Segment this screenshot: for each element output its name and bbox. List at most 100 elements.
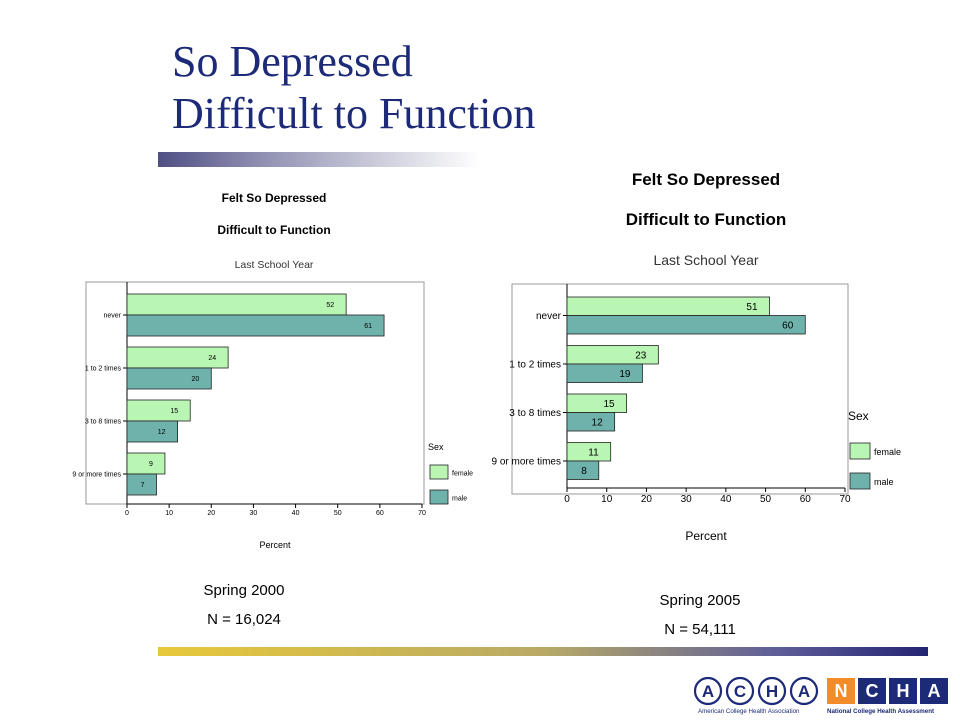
logo-right-tile [889,678,917,704]
chart-2005-x-tick-label: 0 [564,494,570,505]
chart-2005-x-tick-label: 60 [800,494,812,505]
caption-2005-term: Spring 2005 [659,592,741,609]
chart-2005-x-tick-label: 30 [681,494,693,505]
chart-2000-data-label: 15 [170,408,178,415]
chart-2005-bar-male [566,315,806,335]
chart-2000-data-label: 24 [208,355,216,362]
logo-left-caption: American College Health Association [698,708,800,715]
chart-2000-x-tick-label: 40 [292,510,300,517]
chart-2000-data-label: 52 [326,302,334,309]
logo-right-letter: H [897,681,910,701]
chart-2000-legend-swatch-female [429,464,449,480]
chart-2005-bar-female [566,393,627,413]
chart-2000-data-label: 12 [158,429,166,436]
chart-2000-x-axis-label: Percent [259,540,291,550]
footer-accent-bar [158,647,928,656]
chart-2000-bar-male [126,473,157,496]
chart-2000-x-tick-label: 50 [334,510,342,517]
chart-2000-category-label: 1 to 2 times [85,365,122,372]
title-line-2: Difficult to Function [172,89,536,138]
chart-2000-category-label: 9 or more times [72,471,121,478]
logo-right-letter: C [866,681,879,701]
chart-2005-x-tick-label: 50 [760,494,772,505]
chart-2000-subtitle2: Last School Year [235,259,314,271]
logo-left-letter: A [702,682,714,701]
chart-2000-x-tick-label: 60 [376,510,384,517]
caption-2000-term: Spring 2000 [203,582,285,599]
logo-left-letter: H [766,682,778,701]
title-underline-bar [158,152,480,167]
chart-2005-title: Felt So Depressed [632,170,780,189]
chart-2005-x-axis-label: Percent [685,529,727,543]
chart-2005-plot-frame [511,283,849,495]
chart-2000-bar-male [126,314,385,337]
logo-left-ring [789,676,819,706]
chart-2005-bar-female [566,296,770,316]
chart-2005-bar-male [566,363,643,383]
chart-2000-category-label: 3 to 8 times [85,418,122,425]
chart-2000-legend-title: Sex [428,442,444,452]
chart-2000-bar-male [126,367,212,390]
chart-2005-legend-label-male: male [874,477,894,487]
chart-2005-x-tick-label: 20 [641,494,653,505]
logo-left-ring [757,676,787,706]
logo-left-ring [725,676,755,706]
chart-2000-x-tick-label: 30 [250,510,258,517]
chart-2005-bar-male [566,412,616,432]
chart-2000-data-label: 61 [364,323,372,330]
chart-2005-data-label: 15 [603,399,615,410]
logo-right-letter: N [835,681,848,701]
logo-right-tile [858,678,886,704]
chart-2000-x-tick-label: 10 [165,510,173,517]
logo-left-ring [694,676,723,706]
title-line-1: So Depressed [172,37,413,86]
chart-2005-category-label: 1 to 2 times [509,360,561,371]
chart-2000-title: Felt So Depressed [222,191,327,205]
chart-2005-category-label: 9 or more times [492,457,561,468]
chart-2005-data-label: 51 [746,302,758,313]
chart-2005-x-tick-label: 10 [601,494,613,505]
chart-2005-legend-title: Sex [848,409,869,423]
logo-right-letter: A [928,681,941,701]
chart-2000-category-label: never [103,312,121,319]
logo-right-tile [920,678,948,704]
chart-2005-legend-swatch-female [849,442,871,460]
chart-2005-data-label: 19 [619,369,631,380]
chart-2005-bar-male [566,460,600,480]
chart-2005-legend-swatch-male [849,472,871,490]
logo-left-letter: A [798,682,810,701]
chart-2000-data-label: 20 [191,376,199,383]
chart-2005-data-label: 12 [592,417,604,428]
chart-2000-legend-label-male: male [452,496,467,503]
chart-2005-data-label: 11 [588,447,599,458]
logo-right-tile [827,678,855,704]
caption-spring-2000: Spring 2000 N = 16,024 [144,582,344,628]
chart-2005-data-label: 8 [581,466,587,477]
chart-2000-bar-male [126,420,178,443]
chart-2000-subtitle: Difficult to Function [217,223,330,237]
chart-2000-data-label: 9 [149,461,153,468]
chart-2000-legend-label-female: female [452,471,473,478]
chart-2005-data-label: 23 [635,350,647,361]
caption-2005-n: N = 54,111 [664,621,736,638]
caption-spring-2005: Spring 2005 N = 54,111 [600,592,800,638]
chart-2000-x-tick-label: 70 [418,510,426,517]
logo-right-caption: National College Health Assessment [827,708,934,715]
caption-2000-n: N = 16,024 [207,611,281,628]
chart-2000-x-tick-label: 20 [207,510,215,517]
chart-2000-data-label: 7 [141,482,145,489]
chart-2005-subtitle: Difficult to Function [626,210,787,229]
chart-2005-x-tick-label: 40 [720,494,732,505]
chart-2005-x-tick-label: 70 [839,494,851,505]
chart-2005-data-label: 60 [782,320,794,331]
chart-2005-legend-label-female: female [874,447,901,457]
slide-title: So Depressed Difficult to Function [172,36,535,140]
chart-2005-category-label: 3 to 8 times [509,408,561,419]
chart-2005-subtitle2: Last School Year [653,252,758,268]
chart-2000-x-tick-label: 0 [125,510,129,517]
logo-left-letter: C [734,682,746,701]
chart-2005-category-label: never [536,311,562,322]
